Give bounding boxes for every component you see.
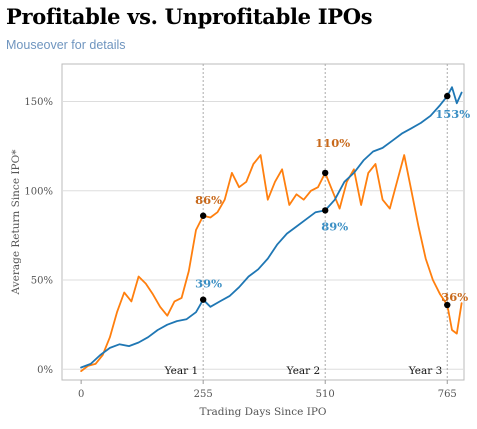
label-layer: Year 1 Year 2 Year 3 39% 89% 153% 86% 110% 36% (164, 92, 470, 377)
unprofitable-series-line[interactable] (80, 154, 463, 373)
y-tick-label: 100% (24, 186, 53, 197)
unprofitable-data-label: 86% (195, 193, 222, 207)
plot-frame (61, 63, 465, 381)
series-layer (80, 86, 463, 373)
profitable-data-point[interactable] (322, 207, 329, 214)
x-tick-label: 765 (438, 389, 457, 400)
profitable-series-line[interactable] (80, 86, 463, 369)
year-marker-label: Year 2 (286, 365, 321, 377)
x-axis-title: Trading Days Since IPO (199, 406, 326, 418)
x-tick-label: 0 (78, 389, 84, 400)
x-tick-label: 255 (194, 389, 213, 400)
x-tick-label: 510 (316, 389, 335, 400)
chart-title: Profitable vs. Unprofitable IPOs (6, 4, 373, 29)
axis-layer: 0% 50% 100% 150% 0 255 510 765 Trading Days Sinc… (10, 97, 457, 418)
profitable-data-label: 89% (321, 219, 348, 233)
y-tick-label: 50% (31, 276, 53, 287)
profitable-data-point[interactable] (199, 296, 207, 303)
year-marker-label: Year 1 (164, 365, 199, 377)
y-axis-title: Average Return Since IPO* (10, 149, 22, 296)
chart-subtitle: Mouseover for details (6, 38, 126, 52)
profitable-data-point[interactable] (444, 92, 451, 100)
profitable-data-label: 39% (195, 277, 222, 291)
y-tick-label: 0% (37, 365, 53, 376)
unprofitable-data-point[interactable] (199, 212, 207, 219)
year-marker-label: Year 3 (408, 365, 443, 377)
grid-layer (61, 63, 465, 381)
unprofitable-data-point[interactable] (444, 301, 451, 309)
y-tick-label: 150% (24, 97, 53, 108)
unprofitable-data-point[interactable] (322, 169, 329, 177)
profitable-data-label: 153% (435, 107, 470, 121)
unprofitable-data-label: 36% (441, 290, 468, 304)
unprofitable-data-label: 110% (315, 136, 350, 150)
